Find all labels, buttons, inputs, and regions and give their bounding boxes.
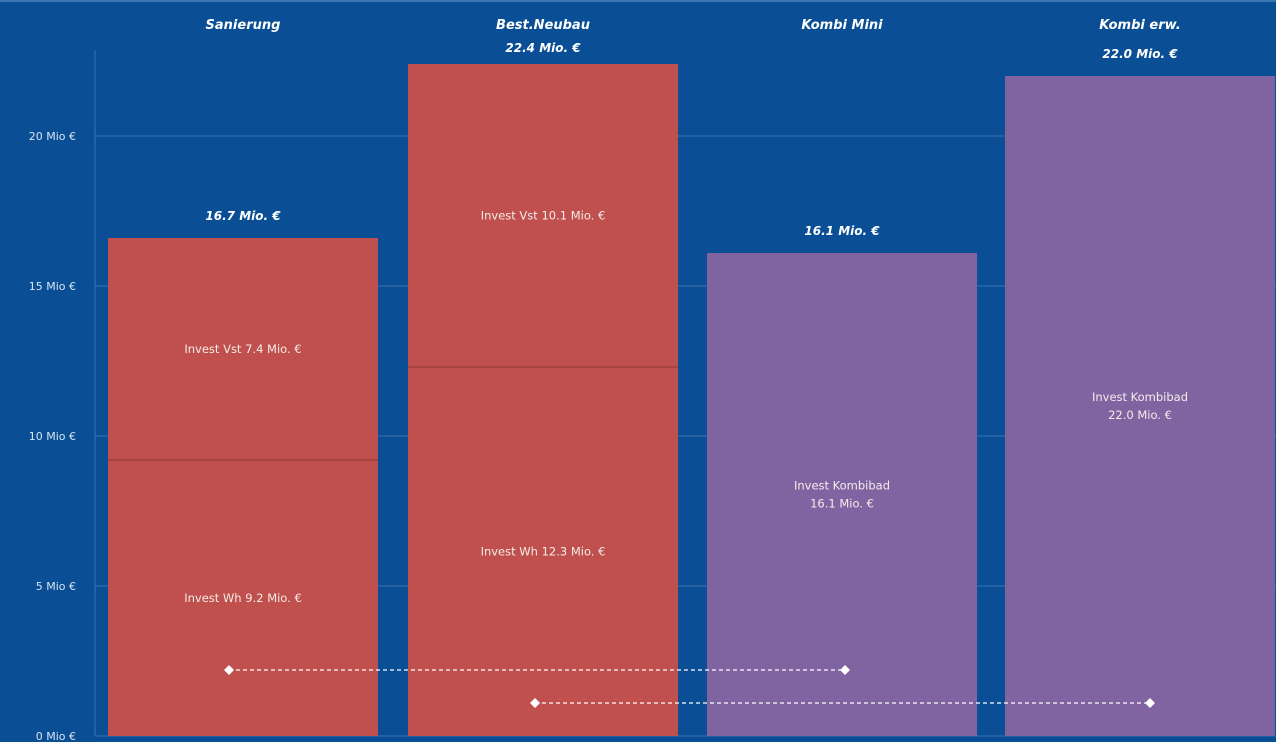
bar-segment (1005, 76, 1275, 736)
category-label: Kombi Mini (801, 18, 883, 33)
total-label: 22.0 Mio. € (1102, 47, 1178, 61)
bar-group (108, 64, 1275, 736)
segment-label: Invest Vst 10.1 Mio. € (481, 209, 606, 223)
segment-label: Invest Kombibad 22.0 Mio. € (1092, 390, 1188, 422)
category-label: Best.Neubau (496, 18, 590, 33)
bar-segment (408, 64, 678, 367)
y-tick-label: 15 Mio € (29, 280, 76, 293)
y-tick-label: 10 Mio € (29, 430, 76, 443)
bar-segment (707, 253, 977, 736)
category-label: Kombi erw. (1099, 18, 1180, 33)
connector-diamond (840, 665, 850, 675)
segment-label: Invest Wh 12.3 Mio. € (481, 545, 606, 559)
bar-segment (108, 460, 378, 736)
total-label: 22.4 Mio. € (505, 41, 581, 55)
segment-label: Invest Vst 7.4 Mio. € (184, 342, 301, 356)
connector-diamond (530, 698, 540, 708)
connector-lines (224, 665, 1155, 708)
chart-labels: Invest Wh 9.2 Mio. € Invest Vst 7.4 Mio. … (184, 18, 1188, 605)
segment-label: Invest Wh 9.2 Mio. € (184, 591, 302, 605)
total-label: 16.7 Mio. € (205, 209, 281, 223)
y-tick-label: 20 Mio € (29, 130, 76, 143)
total-label: 16.1 Mio. € (804, 224, 880, 238)
segment-label: Invest Kombibad 16.1 Mio. € (794, 479, 890, 511)
bar-segment (408, 367, 678, 736)
y-axis: 0 Mio € 5 Mio € 10 Mio € 15 Mio € 20 Mio € (29, 130, 76, 742)
connector-diamond (224, 665, 234, 675)
y-tick-label: 0 Mio € (36, 730, 76, 742)
bar-segment (108, 238, 378, 460)
y-tick-label: 5 Mio € (36, 580, 76, 593)
category-label: Sanierung (206, 18, 281, 33)
connector-diamond (1145, 698, 1155, 708)
